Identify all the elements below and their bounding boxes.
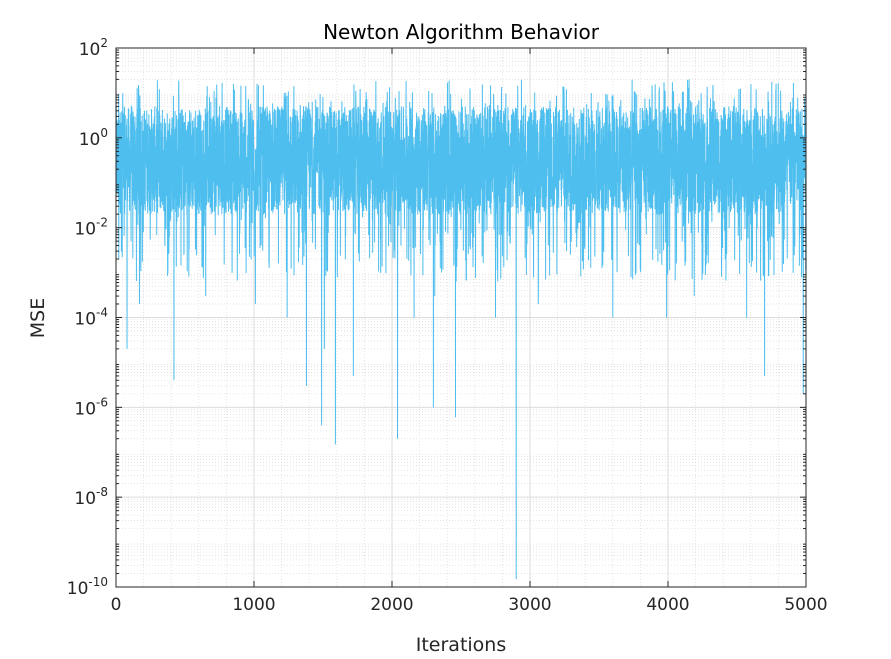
x-tick-label: 0: [111, 595, 122, 615]
axis-ticks: [115, 47, 807, 588]
x-tick-label: 3000: [508, 595, 551, 615]
y-tick-label: 10-4: [74, 306, 108, 330]
chart-title: Newton Algorithm Behavior: [323, 20, 600, 44]
y-tick-label: 10-10: [67, 575, 108, 599]
y-tick-label: 10-2: [74, 216, 108, 240]
y-tick-label: 10-8: [74, 485, 108, 509]
y-axis-title: MSE: [27, 298, 49, 338]
y-tick-label: 102: [79, 36, 108, 60]
series-layer: [115, 79, 807, 580]
x-axis-title: Iterations: [416, 634, 507, 656]
x-tick-label: 5000: [784, 595, 827, 615]
mse-series-line: [115, 79, 807, 580]
x-tick-label: 2000: [370, 595, 413, 615]
x-tick-label: 4000: [646, 595, 689, 615]
x-tick-label: 1000: [232, 595, 275, 615]
x-tick-labels: 0 1000 2000 3000 4000 5000: [111, 595, 828, 615]
y-tick-label: 100: [79, 126, 108, 150]
y-tick-label: 10-6: [74, 395, 108, 419]
y-tick-labels: 10-10 10-8 10-6 10-4 10-2 100 102: [67, 36, 108, 599]
